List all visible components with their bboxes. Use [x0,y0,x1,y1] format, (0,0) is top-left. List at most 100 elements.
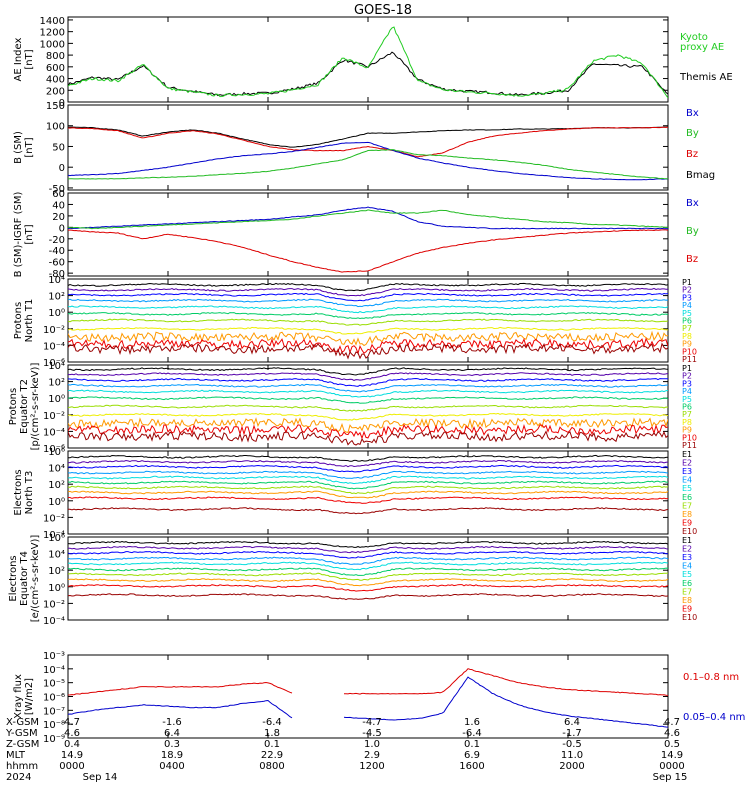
legend-by: By [686,128,699,139]
legend-p5: P5 [682,395,692,404]
series-group [68,454,668,515]
series-p10 [68,337,668,355]
series-e5 [68,561,668,571]
series-p3 [68,292,668,302]
legend-e10: E10 [682,613,697,622]
legend-e9: E9 [682,518,692,527]
footer-value: 11.0 [561,750,583,761]
y-tick-label: 10⁻³ [43,651,65,662]
y-axis-label: [nT] [24,137,35,157]
series-e3 [68,464,668,473]
legend-e8: E8 [682,510,692,519]
footer-value: 0800 [259,761,284,772]
legend-p3: P3 [682,293,692,302]
legend-e6: E6 [682,493,692,502]
y-tick-label: -40 [49,246,65,257]
series-p3 [68,377,668,387]
series-bmag [68,126,668,148]
legend-0-05-0-4-nm: 0.05–0.4 nm [683,712,745,723]
series-p4 [68,383,668,393]
panel-frame [67,16,669,103]
y-tick-label: 20 [52,212,65,223]
y-tick-label: 0 [59,223,65,234]
legend-p7: P7 [682,410,692,419]
legend-p9: P9 [682,340,692,349]
footer-value: 14.9 [661,750,683,761]
y-tick-label: 10⁻⁶ [43,444,65,455]
y-tick-label: 10² [48,566,65,577]
y-tick-label: -50 [49,184,65,195]
y-tick-label: 10⁻⁴ [43,665,65,676]
y-tick-label: 1400 [40,16,65,27]
legend-p9: P9 [682,426,692,435]
legend-0-1-0-8-nm: 0.1–0.8 nm [683,672,739,683]
y-tick-label: 10⁻⁴ [43,427,65,438]
legend-p7: P7 [682,324,692,333]
legend-e6: E6 [682,579,692,588]
y-tick-label: 10⁰ [48,497,65,508]
y-tick-label: 10⁻⁷ [43,706,65,717]
y-tick-label: -80 [49,269,65,280]
footer-value: -6.4 [262,717,282,728]
y-tick-label: 50 [52,142,65,153]
y-axis-label: Xray flux [13,674,24,719]
series-p8 [68,326,668,335]
y-tick-label: -20 [49,235,65,246]
legend-p11: P11 [682,441,697,450]
panel-frame [67,192,669,277]
y-tick-label: 10⁻⁸ [43,720,65,731]
panel-b_sm: 150 100 50 0 -50 B (SM) [nT] Bx By Bz Bmag [13,101,715,195]
legend-kyoto: Kyoto [680,32,708,43]
footer-value: 1200 [359,761,384,772]
legend-e7: E7 [682,501,692,510]
series-group [68,540,668,601]
series-e1 [68,540,668,548]
footer-value: 0000 [659,761,684,772]
series-group [68,206,668,273]
series-p4 [68,298,668,308]
y-tick-label: 1000 [40,39,65,50]
y-tick-label: 10⁶ [48,533,65,544]
series-p5 [68,305,668,314]
plot-title: GOES-18 [354,3,412,18]
footer-value: 1.8 [264,728,280,739]
y-tick-label: 10⁻⁴ [43,530,65,541]
y-tick-label: 10⁴ [48,275,65,286]
footer-date: Sep 15 [653,772,688,783]
y-tick-label: 10⁻² [43,411,65,422]
y-tick-label: 150 [46,101,65,112]
series-group [68,126,668,181]
footer-value: 0400 [159,761,184,772]
series-e6 [68,567,668,576]
legend-p1: P1 [682,278,692,287]
footer-value: 1.6 [464,717,480,728]
series-p6 [68,396,668,404]
legend-p8: P8 [682,418,692,427]
series-p8 [68,412,668,421]
y-tick-label: 10⁻² [43,325,65,336]
y-axis-label: North T1 [24,299,35,343]
footer-value: 0.1 [264,739,280,750]
series-0-05-0-4-nm [68,676,668,728]
legend-p11: P11 [682,355,697,364]
legend-proxy-ae: proxy AE [680,42,724,53]
footer-value: -0.5 [562,739,582,750]
y-axis-label: B (SM)-IGRF (SM) [13,192,24,278]
series-p9 [68,417,668,433]
y-tick-label: 10² [48,480,65,491]
legend-p2: P2 [682,286,692,295]
legend-e1: E1 [682,536,692,545]
legend-p4: P4 [682,301,692,310]
panel-prot_t1: 10⁴ 10² 10⁰ 10⁻² 10⁻⁴ 10⁻⁶ Protons North T1 P1P2… [13,275,697,369]
footer-value: 0.5 [664,739,680,750]
y-tick-label: 1200 [40,28,65,39]
footer-row-label: Y-GSM [5,728,38,739]
series-e4 [68,470,668,479]
footer-value: 0000 [59,761,84,772]
series-bx [68,206,668,230]
legend-p4: P4 [682,387,692,396]
footer-value: -1.6 [162,717,182,728]
legend-p1: P1 [682,364,692,373]
